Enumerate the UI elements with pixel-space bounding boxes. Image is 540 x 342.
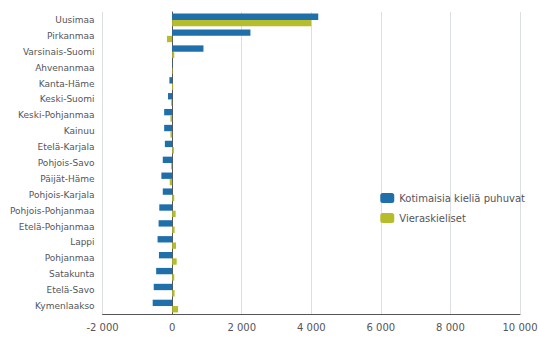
svg-text:4 000: 4 000 [297,322,326,333]
svg-text:Satakunta: Satakunta [49,269,95,279]
svg-text:Vieraskieliset: Vieraskieliset [399,213,466,224]
svg-text:Pohjanmaa: Pohjanmaa [45,253,95,263]
svg-text:Pohjois-Savo: Pohjois-Savo [38,158,95,168]
svg-text:Pirkanmaa: Pirkanmaa [47,31,95,41]
svg-text:Pohjois-Pohjanmaa: Pohjois-Pohjanmaa [10,206,95,216]
svg-text:2 000: 2 000 [227,322,256,333]
svg-text:6 000: 6 000 [367,322,396,333]
svg-text:Keski-Pohjanmaa: Keski-Pohjanmaa [18,110,94,120]
svg-text:Varsinais-Suomi: Varsinais-Suomi [23,47,95,57]
svg-text:Ahvenanmaa: Ahvenanmaa [35,63,94,73]
svg-text:Uusimaa: Uusimaa [55,15,94,25]
svg-text:Kainuu: Kainuu [64,126,95,136]
svg-text:Etelä-Karjala: Etelä-Karjala [38,142,95,152]
svg-text:Keski-Suomi: Keski-Suomi [40,94,95,104]
svg-text:Lappi: Lappi [70,237,94,247]
svg-text:-2 000: -2 000 [86,322,118,333]
svg-text:8 000: 8 000 [436,322,465,333]
svg-text:Kymenlaakso: Kymenlaakso [35,301,95,311]
svg-text:Pohjois-Karjala: Pohjois-Karjala [29,190,95,200]
svg-text:Päijät-Häme: Päijät-Häme [40,174,95,184]
svg-text:Etelä-Pohjanmaa: Etelä-Pohjanmaa [19,222,95,232]
svg-text:10 000: 10 000 [503,322,538,333]
svg-text:Kotimaisia kieliä puhuvat: Kotimaisia kieliä puhuvat [399,193,525,204]
svg-text:0: 0 [169,322,175,333]
svg-text:Kanta-Häme: Kanta-Häme [39,79,95,89]
svg-text:Etelä-Savo: Etelä-Savo [47,285,96,295]
